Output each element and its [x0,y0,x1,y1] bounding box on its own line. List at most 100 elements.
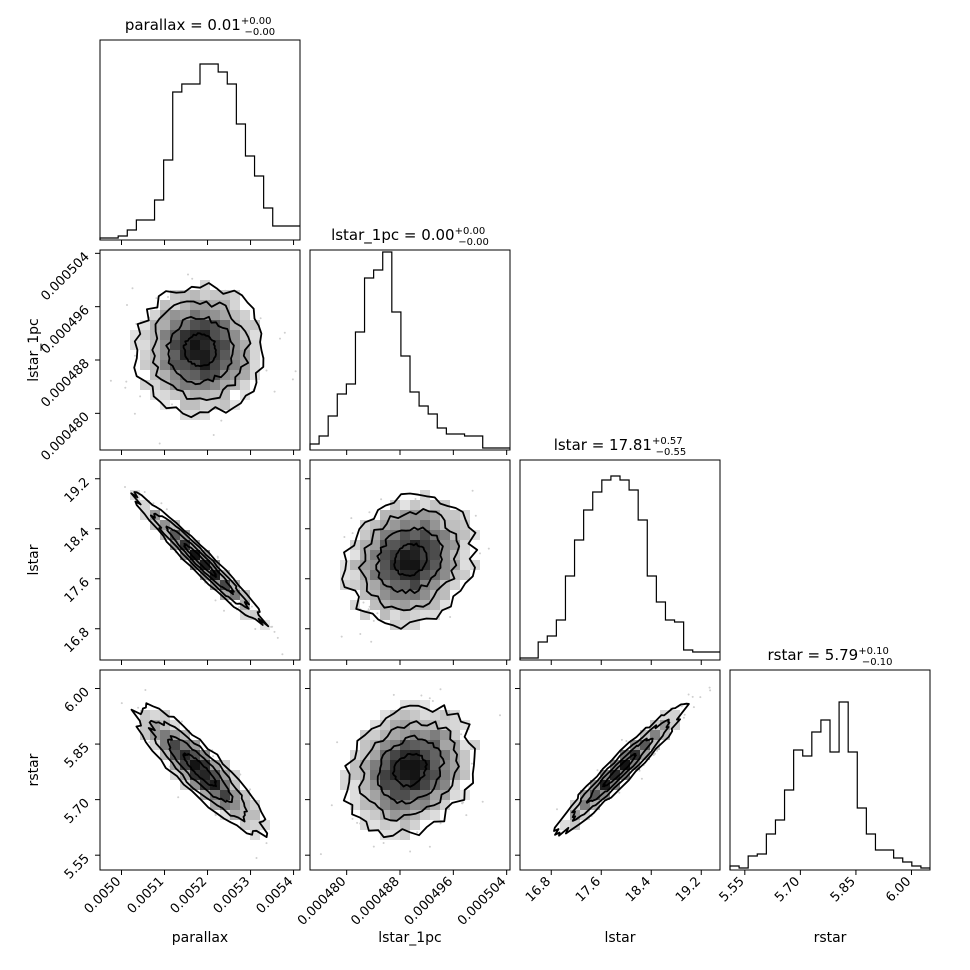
panel-title: parallax = 0.01+0.00 −0.00 [125,16,275,38]
density-cell [140,360,150,370]
sample-point [250,605,253,608]
contour-line [393,542,428,577]
density-cell [650,720,660,730]
density-cell [620,770,630,780]
density-cell [400,590,410,600]
histogram-step-line [729,701,930,870]
density-cell [170,340,180,350]
density-cell [360,540,370,550]
density-cell [180,320,190,330]
density-cell [210,770,220,780]
density-cell [390,590,400,600]
sample-point [414,498,417,500]
density-cell [460,520,470,530]
sample-point [223,609,225,612]
density-cell [440,540,450,550]
sample-point [281,653,284,656]
density-cell [390,600,400,610]
density-cell [140,500,150,510]
density-cell [400,500,410,510]
x-tick-label: 0.0051 [125,874,168,917]
density-cell [190,780,200,790]
density-cell [440,750,450,760]
density-cell [380,800,390,810]
density-cell [420,750,430,760]
density-cell [200,340,210,350]
y-tick-label: 5.55 [62,851,93,882]
density-cell [380,720,390,730]
sample-point [380,498,383,501]
y-tick-label: 0.000480 [38,410,92,464]
sample-point [187,273,189,276]
density-cell [380,770,390,780]
density-cell [170,380,180,390]
contour-line [182,332,217,367]
density-cell [420,520,430,530]
density-cell [410,620,420,630]
density-cell [250,610,260,620]
density-cell [450,730,460,740]
x-tick-label: 0.0054 [254,874,297,917]
x-axis-label: parallax [172,930,228,946]
sample-point [625,740,628,742]
density-cell [430,610,440,620]
density-cell [190,760,200,770]
density-cell [430,600,440,610]
density-cell [390,800,400,810]
contour-line [165,315,235,386]
density-cell [220,400,230,410]
sample-point [124,386,127,389]
density-cell [370,720,380,730]
density-cell [440,710,450,720]
density-cell [390,730,400,740]
contour-line [391,752,428,788]
density-cell [160,730,170,740]
density-cell [460,510,470,520]
density-cell [240,590,250,600]
y-tick-label: 17.6 [62,575,93,606]
density-cell [350,550,360,560]
y-tick-label: 0.000504 [38,250,92,304]
density-cell [390,780,400,790]
density-cell [190,770,200,780]
title-upper-error: +0.00 [241,16,272,27]
density-cell [350,570,360,580]
title-lower-error: −0.00 [458,237,489,248]
title-upper-error: +0.00 [455,226,486,237]
density-cell [210,390,220,400]
density-cell [240,330,250,340]
density-cell [150,740,160,750]
density-cell [420,490,430,500]
sample-point [356,821,359,824]
sample-point [220,419,223,422]
density-cell [400,720,410,730]
density-cell [420,550,430,560]
x-axis-label: rstar [814,930,847,946]
density-cell [220,800,230,810]
density-cell [180,360,190,370]
density-cell [440,560,450,570]
density-cell [170,310,180,320]
density-cell [410,800,420,810]
density-cell [580,810,590,820]
density-cell [380,710,390,720]
x-axis-label: lstar [604,930,635,946]
density-cell [420,810,430,820]
density-cell [360,790,370,800]
x-tick-label: 5.70 [772,874,803,905]
density-cell [140,730,150,740]
density-cell [450,750,460,760]
density-cell [150,390,160,400]
density-cell [380,590,390,600]
density-cell [420,800,430,810]
sample-point [124,486,126,488]
density-cell [420,700,430,710]
density-cell [400,710,410,720]
density-cell [390,510,400,520]
x-tick-label: 0.000496 [402,874,456,928]
density-cell [370,770,380,780]
density-cell [370,530,380,540]
density-cell [200,320,210,330]
density-cell [580,790,590,800]
density-cell [200,380,210,390]
